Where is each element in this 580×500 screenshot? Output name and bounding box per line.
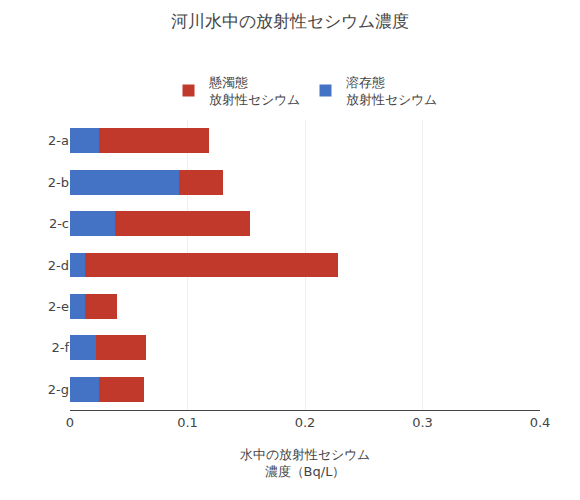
svg-text:水中の放射性セシウム濃度（Bq/L）: 水中の放射性セシウム濃度（Bq/L） [240,447,370,479]
svg-text:2-d: 2-d [48,258,69,273]
svg-text:2-e: 2-e [48,299,69,314]
svg-text:2-g: 2-g [48,382,69,397]
svg-text:0: 0 [66,415,74,430]
svg-text:河川水中の放射性セシウム濃度: 河川水中の放射性セシウム濃度 [171,11,409,31]
svg-text:2-c: 2-c [49,216,69,231]
svg-text:0.2: 0.2 [295,415,316,430]
svg-text:懸濁態放射性セシウム: 懸濁態放射性セシウム [208,75,300,107]
svg-text:2-a: 2-a [48,133,69,148]
svg-text:0.3: 0.3 [412,415,433,430]
svg-text:0.4: 0.4 [530,415,551,430]
svg-text:2-f: 2-f [51,340,69,355]
svg-text:溶存態放射性セシウム: 溶存態放射性セシウム [346,75,437,107]
svg-text:2-b: 2-b [48,175,69,190]
svg-text:0.1: 0.1 [177,415,198,430]
